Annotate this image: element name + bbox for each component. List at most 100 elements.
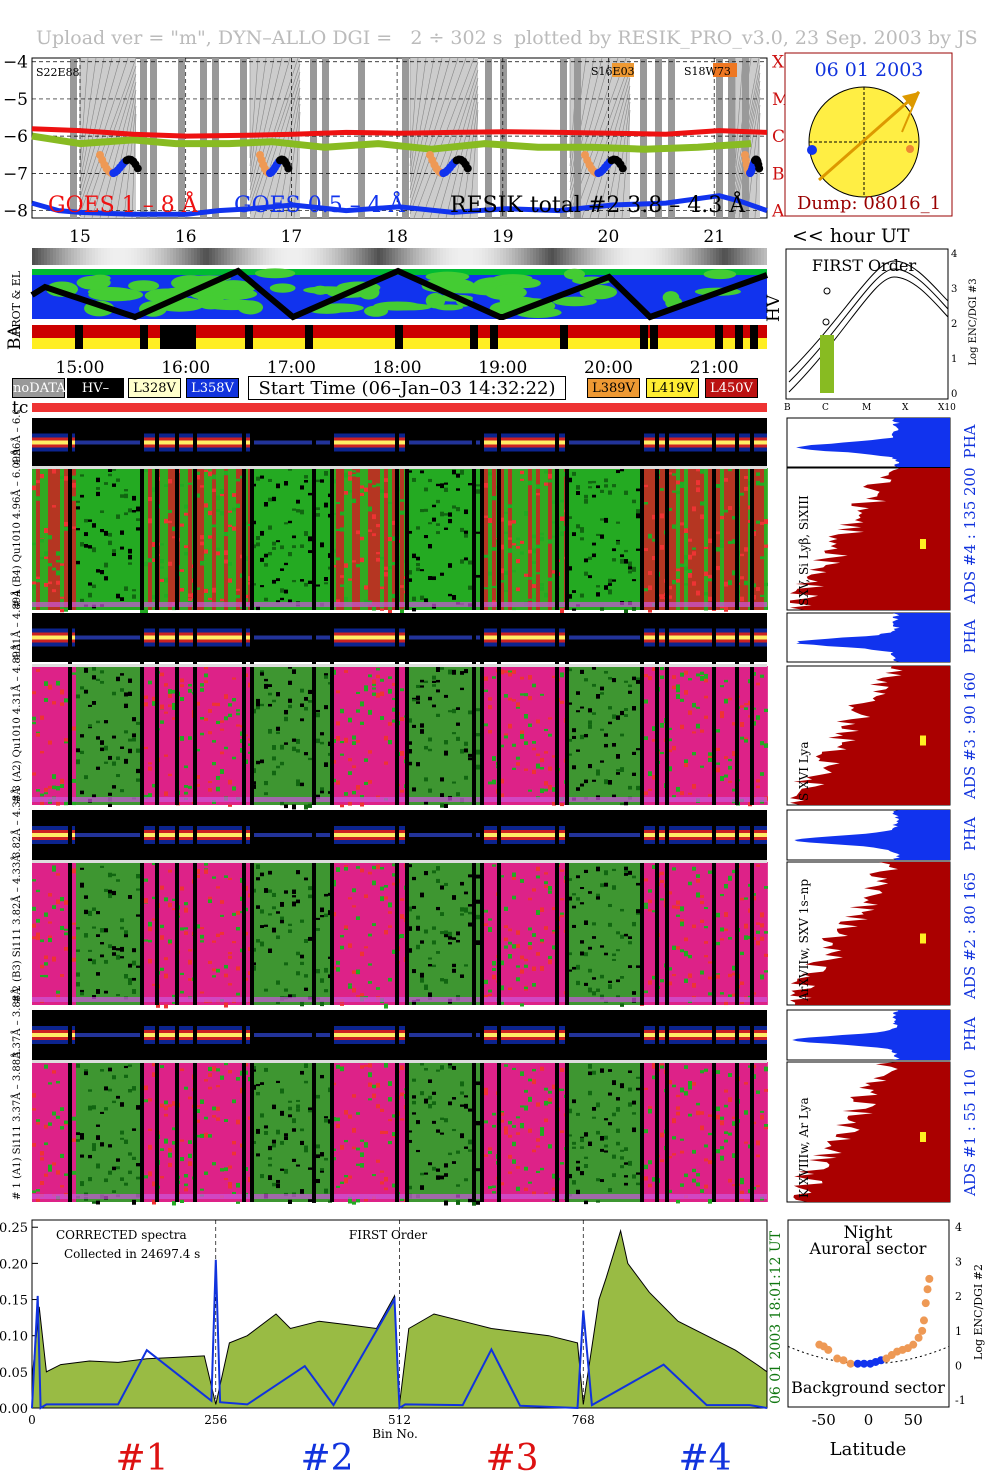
spectro-speck [200,485,204,488]
spectro-speck [476,940,480,945]
spectro-column [44,468,48,610]
spectro-speck [200,1188,204,1191]
spectro-speck [388,566,392,570]
spectro-speck [568,878,572,881]
spectro-speck [384,930,388,935]
spectro-speck [568,952,572,956]
spectro-speck [684,759,688,763]
spectrum-note-2: Collected in 24697.4 s [64,1247,200,1261]
hour-label-top-18: 18 [386,227,408,247]
spectro-speck [196,775,200,779]
spectro-speck [108,893,112,899]
spectro-speck [544,592,548,598]
spectro-speck [212,1162,216,1166]
el-strip-cell [668,248,671,265]
spectro-speck [188,785,192,789]
spectro-column [432,468,436,610]
spectro-column [476,468,480,610]
spectro-speck [236,1119,240,1125]
spectro-gap [565,1010,569,1202]
spectro-speck [232,698,236,702]
spectro-speck [268,692,272,696]
spectro-column [284,468,288,610]
spectro-speck [256,706,260,710]
spectro-speck [72,672,76,675]
el-strip-cell [134,248,137,265]
spectro-column [356,862,360,1005]
el-strip-cell [137,248,140,265]
spectro-speck [284,716,288,722]
el-strip-cell [275,248,278,265]
spectro-speck [316,1144,320,1149]
spectro-speck [600,974,604,979]
spectro-speck [636,509,640,514]
spectro-speck [232,941,236,944]
hatch-line [107,89,137,219]
spectro-speck [232,1191,236,1195]
spectro-speck [64,738,68,742]
spectro-speck [92,1201,96,1204]
spectro-speck [452,968,456,973]
spectro-speck [280,901,284,907]
spectro-speck [72,1138,76,1142]
spectro-speck [572,735,576,739]
spectro-speck [64,526,68,531]
spectro-speck [720,1155,724,1161]
spectro-speck [688,678,692,681]
spectro-speck [388,676,392,679]
spectro-speck [744,1141,748,1144]
spectro-speck [412,607,416,612]
spectro-speck [500,778,504,784]
spectro-speck [540,939,544,942]
el-strip-cell [209,248,212,265]
spectro-speck [88,1154,92,1159]
spectro-speck [112,761,116,766]
spectro-speck [444,527,448,530]
spectro-speck [452,781,456,784]
spectro-speck [584,1164,588,1169]
spectro-speck [424,680,428,684]
spectro-speck [416,915,420,920]
spectro-speck [508,953,512,959]
spectro-speck [672,524,676,529]
spectro-gap [555,1010,559,1202]
spectro-speck [468,874,472,878]
spectro-speck [236,724,240,727]
spectro-column [756,666,760,805]
spectro-speck [228,1165,232,1169]
spectro-speck [380,691,384,696]
spectro-speck [592,779,596,782]
spectro-speck [484,994,488,999]
spectro-speck [184,1187,188,1192]
prot-patch [310,307,344,314]
spectro-speck [112,691,116,696]
spectro-speck [720,714,724,719]
spectro-speck [300,1070,304,1075]
spectro-speck [524,1105,528,1111]
spectrum-xtick-label: 768 [572,1413,595,1427]
spectro-speck [704,673,708,679]
spectro-speck [620,733,624,737]
spectro-speck [504,1129,508,1135]
spectro-column [744,468,748,610]
ba-gap-0 [75,325,83,349]
ads-label-1: ADS #3 : 90 160 [961,672,979,800]
lat-top-label-2: Auroral sector [809,1239,927,1258]
spectro-speck [760,974,764,980]
spectro-speck [88,519,92,522]
spectro-column [164,666,168,805]
spectro-column [460,862,464,1005]
spectro-speck [416,695,420,701]
spectro-speck [92,700,96,705]
spectro-speck [576,1160,580,1164]
spectro-speck [300,544,304,548]
spectro-speck [668,472,672,475]
el-strip-cell [83,248,86,265]
spectro-column [764,468,768,610]
spectro-speck [268,728,272,734]
pha-label-2: PHA [961,817,979,851]
spectro-column [424,1062,428,1202]
spectro-speck [464,1178,468,1182]
spectro-speck [576,980,580,986]
spectro-speck [160,1176,164,1179]
